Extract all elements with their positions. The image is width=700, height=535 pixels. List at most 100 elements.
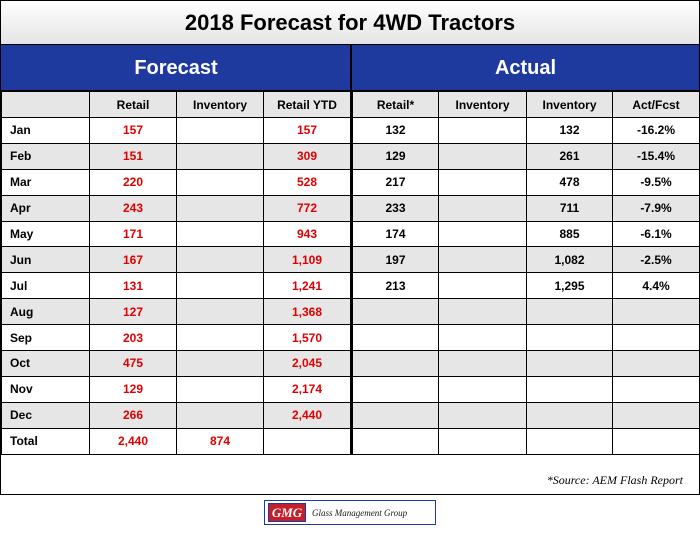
row-label: Dec xyxy=(1,401,90,429)
cell-forecast-retail-ytd xyxy=(263,427,353,455)
cell-actual-retail: 197 xyxy=(351,246,439,274)
column-header-forecast-retail: Retail xyxy=(89,91,177,118)
cell-act-fcst: -16.2% xyxy=(612,117,700,144)
cell-actual-inventory-2: 1,082 xyxy=(526,246,613,274)
table-row: Jun 167 1,109 197 1,082 -2.5% xyxy=(1,246,700,274)
cell-actual-retail: 132 xyxy=(351,117,439,144)
row-label: Feb xyxy=(1,142,90,170)
cell-act-fcst: -15.4% xyxy=(612,142,700,170)
actual-header: Actual xyxy=(352,45,699,91)
cell-actual-inventory-2 xyxy=(526,298,613,326)
cell-forecast-inventory xyxy=(176,298,264,326)
cell-act-fcst xyxy=(612,324,700,352)
column-header-actual-inventory-2: Inventory xyxy=(526,91,613,118)
cell-actual-inventory-2: 478 xyxy=(526,168,613,196)
band-divider xyxy=(350,45,353,91)
table-row: May 171 943 174 885 -6.1% xyxy=(1,220,700,248)
source-note: *Source: AEM Flash Report xyxy=(546,473,683,487)
cell-actual-retail xyxy=(351,350,439,377)
cell-actual-inventory-1 xyxy=(438,117,527,144)
row-label: Jun xyxy=(1,246,90,274)
cell-forecast-retail-ytd: 943 xyxy=(263,220,353,248)
cell-actual-inventory-2: 132 xyxy=(526,117,613,144)
cell-actual-retail xyxy=(351,298,439,326)
cell-actual-inventory-1 xyxy=(438,220,527,248)
cell-act-fcst xyxy=(612,427,700,455)
cell-act-fcst: -2.5% xyxy=(612,246,700,274)
cell-actual-retail xyxy=(351,401,439,429)
cell-forecast-retail-ytd: 1,570 xyxy=(263,324,353,352)
table-row: Sep 203 1,570 xyxy=(1,324,700,352)
cell-actual-inventory-2: 261 xyxy=(526,142,613,170)
row-label: Aug xyxy=(1,298,90,326)
cell-forecast-retail: 203 xyxy=(89,324,177,352)
cell-actual-inventory-2: 1,295 xyxy=(526,272,613,300)
cell-forecast-inventory xyxy=(176,324,264,352)
cell-act-fcst xyxy=(612,401,700,429)
cell-actual-inventory-2: 885 xyxy=(526,220,613,248)
row-label: Sep xyxy=(1,324,90,352)
cell-forecast-retail: 243 xyxy=(89,194,177,222)
table-row: Jul 131 1,241 213 1,295 4.4% xyxy=(1,272,700,300)
cell-forecast-retail-ytd: 772 xyxy=(263,194,353,222)
cell-actual-inventory-1 xyxy=(438,272,527,300)
cell-actual-inventory-2: 711 xyxy=(526,194,613,222)
cell-forecast-inventory xyxy=(176,272,264,300)
cell-forecast-retail-ytd: 1,241 xyxy=(263,272,353,300)
row-label: May xyxy=(1,220,90,248)
cell-forecast-inventory xyxy=(176,142,264,170)
row-label: Nov xyxy=(1,375,90,403)
cell-forecast-retail-ytd: 2,174 xyxy=(263,375,353,403)
cell-act-fcst xyxy=(612,375,700,403)
cell-actual-retail: 233 xyxy=(351,194,439,222)
cell-actual-inventory-1 xyxy=(438,324,527,352)
column-header-actual-inventory-1: Inventory xyxy=(438,91,527,118)
cell-forecast-inventory xyxy=(176,220,264,248)
gmg-logo: GMG Glass Management Group xyxy=(264,500,436,525)
cell-forecast-retail-ytd: 2,045 xyxy=(263,350,353,377)
cell-forecast-retail: 220 xyxy=(89,168,177,196)
cell-act-fcst: -7.9% xyxy=(612,194,700,222)
cell-forecast-inventory xyxy=(176,246,264,274)
cell-forecast-retail: 266 xyxy=(89,401,177,429)
row-label: Total xyxy=(1,427,90,455)
cell-forecast-retail: 131 xyxy=(89,272,177,300)
cell-forecast-inventory: 874 xyxy=(176,427,264,455)
cell-actual-retail xyxy=(351,427,439,455)
row-label: Jul xyxy=(1,272,90,300)
cell-actual-retail: 213 xyxy=(351,272,439,300)
cell-forecast-retail-ytd: 309 xyxy=(263,142,353,170)
cell-actual-inventory-2 xyxy=(526,350,613,377)
cell-actual-retail xyxy=(351,324,439,352)
cell-forecast-retail: 151 xyxy=(89,142,177,170)
gmg-logo-mark: GMG xyxy=(268,503,306,522)
cell-forecast-inventory xyxy=(176,194,264,222)
cell-actual-retail: 174 xyxy=(351,220,439,248)
cell-actual-inventory-2 xyxy=(526,401,613,429)
column-header-month xyxy=(1,91,90,118)
cell-forecast-retail-ytd: 528 xyxy=(263,168,353,196)
cell-forecast-retail: 171 xyxy=(89,220,177,248)
column-header-act-fcst: Act/Fcst xyxy=(612,91,700,118)
table-row: Apr 243 772 233 711 -7.9% xyxy=(1,194,700,222)
cell-forecast-retail: 127 xyxy=(89,298,177,326)
cell-actual-inventory-2 xyxy=(526,324,613,352)
cell-act-fcst: -9.5% xyxy=(612,168,700,196)
table-row: Oct 475 2,045 xyxy=(1,350,700,377)
cell-actual-inventory-1 xyxy=(438,350,527,377)
row-label: Mar xyxy=(1,168,90,196)
cell-forecast-retail-ytd: 1,109 xyxy=(263,246,353,274)
table-row: Aug 127 1,368 xyxy=(1,298,700,326)
table-frame: 2018 Forecast for 4WD Tractors Forecast … xyxy=(0,0,700,495)
page-title: 2018 Forecast for 4WD Tractors xyxy=(1,1,699,45)
cell-actual-inventory-1 xyxy=(438,298,527,326)
cell-actual-inventory-1 xyxy=(438,427,527,455)
cell-forecast-inventory xyxy=(176,350,264,377)
gmg-logo-text: Glass Management Group xyxy=(312,507,408,518)
cell-forecast-retail-ytd: 1,368 xyxy=(263,298,353,326)
cell-forecast-retail: 167 xyxy=(89,246,177,274)
cell-forecast-inventory xyxy=(176,117,264,144)
cell-actual-retail: 129 xyxy=(351,142,439,170)
table-row: Mar 220 528 217 478 -9.5% xyxy=(1,168,700,196)
column-header-row: Retail Inventory Retail YTD Retail* Inventor… xyxy=(1,91,700,118)
